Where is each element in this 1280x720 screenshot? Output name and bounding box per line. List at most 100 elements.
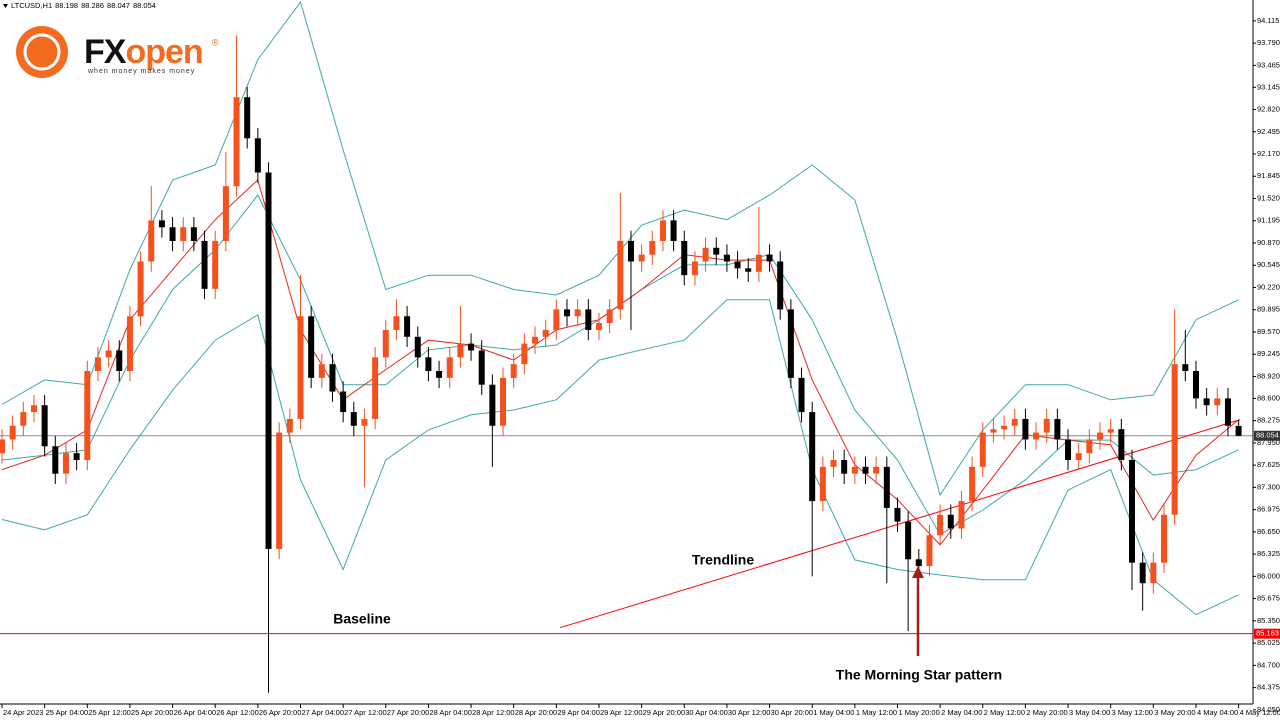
candle-body xyxy=(468,343,475,351)
candle-body xyxy=(862,466,869,474)
x-tick-label: 2 May 04:00 xyxy=(941,708,982,717)
candle-body xyxy=(286,418,293,433)
x-tick-label: 29 Apr 12:00 xyxy=(600,708,643,717)
baseline-label: Baseline xyxy=(333,611,391,627)
x-tick-label: 26 Apr 12:00 xyxy=(216,708,259,717)
candle-body xyxy=(1129,459,1136,563)
x-tick-label: 1 May 12:00 xyxy=(856,708,897,717)
candle-body xyxy=(436,371,443,378)
candle-body xyxy=(116,350,123,372)
candle-body xyxy=(404,316,411,337)
header-low: 88.047 xyxy=(107,1,130,10)
x-tick-label: 2 May 12:00 xyxy=(984,708,1025,717)
y-tick-label: 92.170 xyxy=(1257,149,1280,158)
candle-body xyxy=(201,240,208,289)
x-tick-label: 24 Apr 2023 xyxy=(3,708,43,717)
candle-body xyxy=(297,316,304,419)
candle-body xyxy=(937,514,944,536)
candle-body xyxy=(265,172,272,549)
y-tick-label: 93.790 xyxy=(1257,38,1280,47)
candle-body xyxy=(734,261,741,269)
header-open: 88.198 xyxy=(55,1,78,10)
candle-body xyxy=(1033,432,1040,440)
annotations: Trendline Baseline The Morning Star patt… xyxy=(333,552,1002,683)
candle-body xyxy=(308,316,315,378)
candle-body xyxy=(169,227,176,241)
x-tick-label: 30 Apr 04:00 xyxy=(685,708,728,717)
x-tick-label: 3 May 12:00 xyxy=(1112,708,1153,717)
candle-body xyxy=(723,254,730,262)
y-tick-label: 85.675 xyxy=(1257,594,1280,603)
candle-body xyxy=(564,309,571,317)
x-tick-label: 28 Apr 20:00 xyxy=(515,708,558,717)
y-axis-strip xyxy=(1253,0,1280,720)
x-tick-label: 25 Apr 04:00 xyxy=(46,708,89,717)
trendline-label: Trendline xyxy=(692,552,754,568)
candle-body xyxy=(382,329,389,358)
x-tick-label: 4 May 12:00 xyxy=(1240,708,1280,717)
candle-body xyxy=(702,247,709,262)
candle-body xyxy=(990,429,997,433)
candle-body xyxy=(52,446,59,474)
candle-body xyxy=(905,521,912,560)
x-tick-label: 2 May 20:00 xyxy=(1026,708,1067,717)
y-tick-label: 92.495 xyxy=(1257,127,1280,136)
y-tick-label: 90.870 xyxy=(1257,238,1280,247)
header-text: LTCUSD,H1 88.198 88.286 88.047 88.054 xyxy=(11,1,156,10)
candle-body xyxy=(830,459,837,467)
x-tick-label: 30 Apr 12:00 xyxy=(728,708,771,717)
candle-body xyxy=(105,350,112,358)
candle-body xyxy=(489,384,496,426)
x-tick-label: 25 Apr 20:00 xyxy=(131,708,174,717)
x-tick-label: 27 Apr 12:00 xyxy=(344,708,387,717)
x-tick-label: 1 May 04:00 xyxy=(813,708,854,717)
baseline-tag xyxy=(1254,628,1280,639)
candle-body xyxy=(84,371,91,460)
candle-body xyxy=(691,261,698,276)
candle-body xyxy=(393,316,400,330)
header-icon xyxy=(3,4,8,8)
candle-body xyxy=(254,138,261,173)
candle-body xyxy=(94,357,101,372)
candle-body xyxy=(1160,514,1167,563)
symbol: LTCUSD,H1 xyxy=(11,1,52,10)
candle-body xyxy=(1086,439,1093,454)
candle-body xyxy=(873,466,880,474)
candle-body xyxy=(180,227,187,241)
candle-body xyxy=(542,329,549,337)
y-tick-label: 85.025 xyxy=(1257,638,1280,647)
candle-body xyxy=(510,364,517,378)
candle-body xyxy=(1011,418,1018,426)
x-tick-label: 28 Apr 12:00 xyxy=(472,708,515,717)
candle-body xyxy=(521,343,528,365)
y-tick-label: 86.000 xyxy=(1257,571,1280,580)
logo-mark: ® xyxy=(212,37,219,47)
candle-body xyxy=(126,316,133,372)
candle-body xyxy=(1203,398,1210,406)
candle-body xyxy=(1118,429,1125,460)
indicator-line xyxy=(1,299,1239,616)
candle-body xyxy=(595,323,602,330)
candle-body xyxy=(755,254,762,272)
candle-body xyxy=(809,412,816,502)
y-tick-label: 92.820 xyxy=(1257,105,1280,114)
candle-body xyxy=(233,97,240,187)
candle-body xyxy=(659,220,666,241)
candle-body xyxy=(1224,398,1231,426)
y-tick-label: 90.545 xyxy=(1257,260,1280,269)
price-tag-label: 88.054 xyxy=(1256,431,1279,440)
y-tick-label: 89.895 xyxy=(1257,305,1280,314)
candle-body xyxy=(851,466,858,474)
candle-body xyxy=(190,227,197,241)
candle-body xyxy=(30,405,37,413)
candle-body xyxy=(446,357,453,378)
logo-text: FXopen xyxy=(84,33,203,71)
candle-body xyxy=(532,336,539,344)
candle-body xyxy=(841,459,848,474)
x-axis-strip xyxy=(0,704,1280,720)
candle-body xyxy=(894,507,901,522)
candle-body xyxy=(20,412,27,426)
candle-body xyxy=(350,412,357,426)
